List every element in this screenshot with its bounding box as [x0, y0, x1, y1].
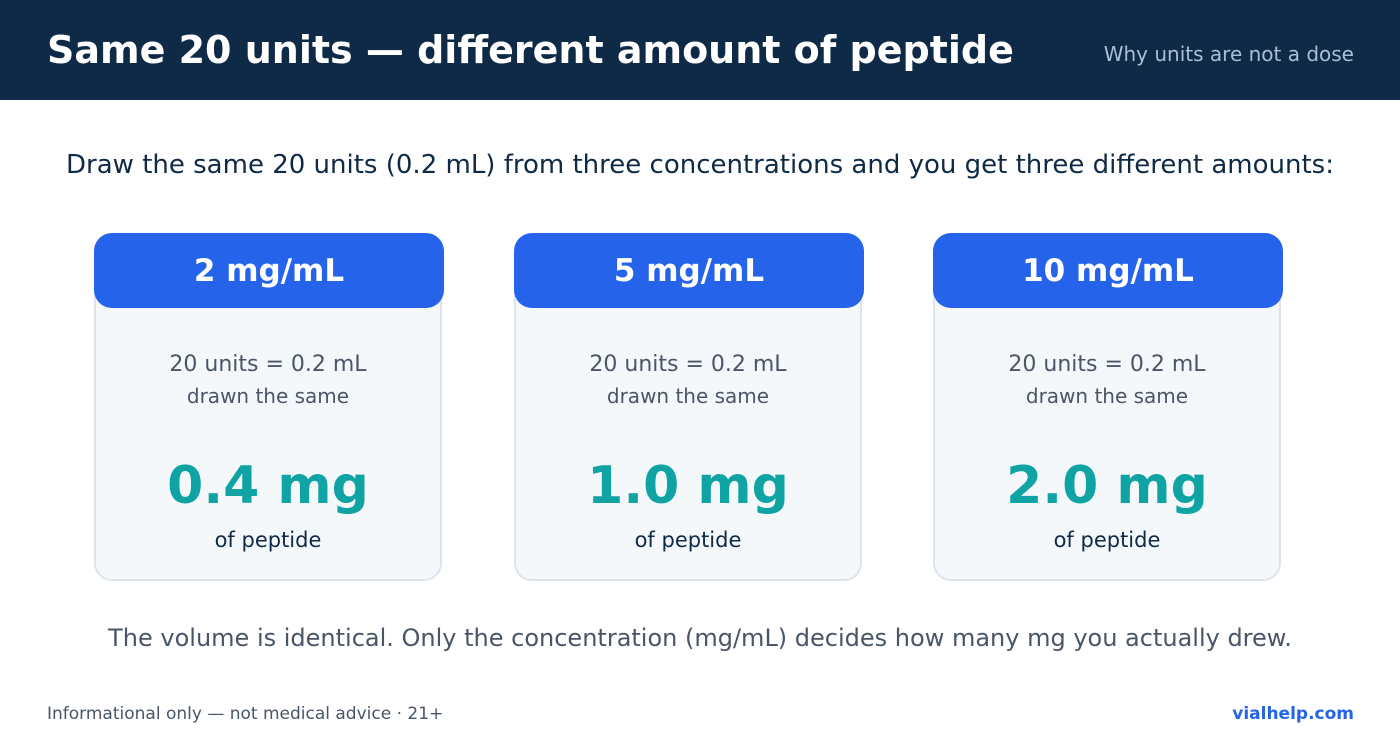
amount-label: of peptide — [214, 528, 322, 552]
concentration-label: 2 mg/mL — [193, 252, 345, 289]
peptide-amount: 1.0 mg — [587, 456, 789, 516]
concentration-card-10mg: 10 mg/mL 20 units = 0.2 mL drawn the sam… — [933, 233, 1283, 581]
peptide-amount: 0.4 mg — [167, 456, 369, 516]
concentration-label: 10 mg/mL — [1022, 252, 1194, 289]
page-title: Same 20 units — different amount of pept… — [47, 28, 1014, 72]
volume-note: drawn the same — [186, 384, 350, 408]
amount-label: of peptide — [634, 528, 742, 552]
conclusion-text: The volume is identical. Only the concen… — [108, 624, 1292, 652]
volume-note: drawn the same — [1025, 384, 1189, 408]
intro-text: Draw the same 20 units (0.2 mL) from thr… — [66, 150, 1334, 180]
site-link[interactable]: vialhelp.com — [1232, 704, 1354, 724]
card-header: 10 mg/mL — [933, 233, 1283, 308]
amount-label: of peptide — [1053, 528, 1161, 552]
volume-note: drawn the same — [606, 384, 770, 408]
card-header: 2 mg/mL — [94, 233, 444, 308]
volume-line: 20 units = 0.2 mL — [169, 352, 367, 377]
card-header: 5 mg/mL — [514, 233, 864, 308]
concentration-label: 5 mg/mL — [613, 252, 765, 289]
page-subtitle: Why units are not a dose — [1103, 42, 1354, 66]
concentration-card-5mg: 5 mg/mL 20 units = 0.2 mL drawn the same… — [514, 233, 864, 581]
peptide-amount: 2.0 mg — [1006, 456, 1208, 516]
disclaimer-text: Informational only — not medical advice … — [47, 704, 444, 724]
concentration-card-2mg: 2 mg/mL 20 units = 0.2 mL drawn the same… — [94, 233, 444, 581]
volume-line: 20 units = 0.2 mL — [589, 352, 787, 377]
header-banner: Same 20 units — different amount of pept… — [0, 0, 1400, 100]
volume-line: 20 units = 0.2 mL — [1008, 352, 1206, 377]
